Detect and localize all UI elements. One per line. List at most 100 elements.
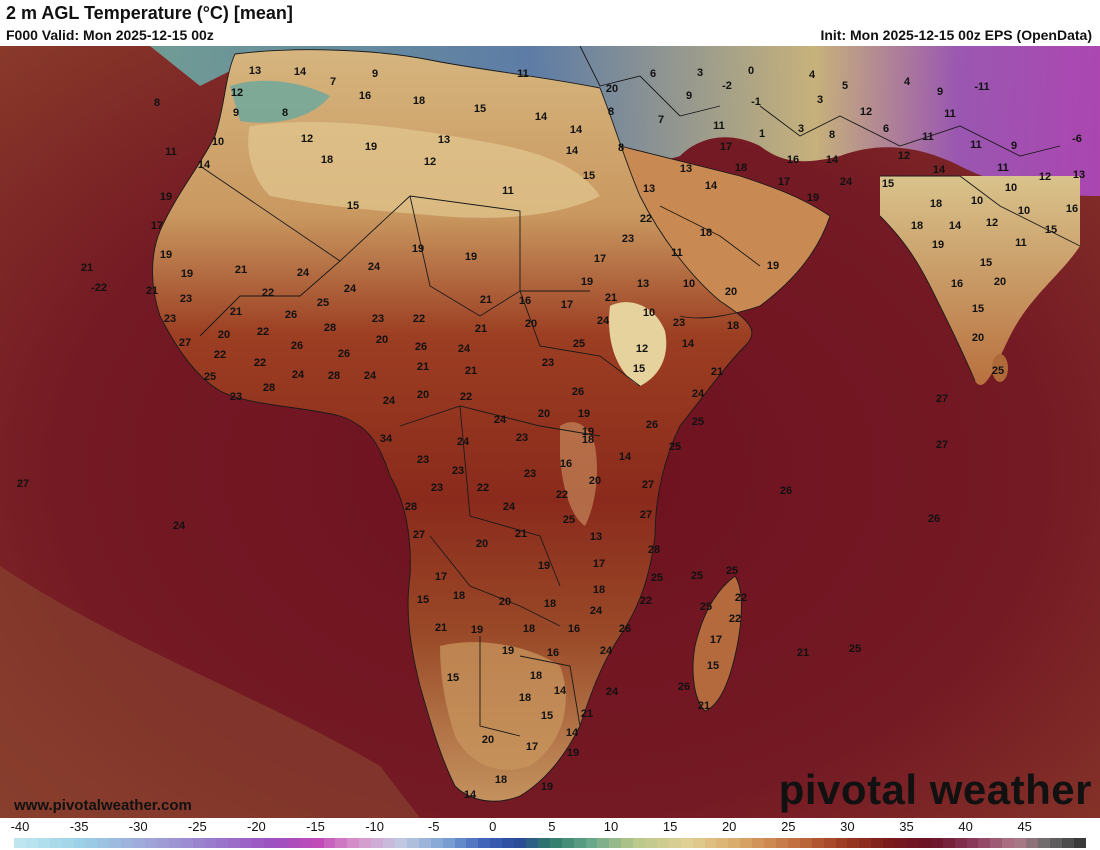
temperature-label: 26 [572, 386, 584, 398]
temperature-label: 24 [597, 315, 610, 327]
colorbar-swatch [359, 838, 372, 848]
temperature-label: 27 [413, 529, 425, 541]
temperature-label: 22 [556, 489, 568, 501]
temperature-label: 16 [787, 154, 799, 166]
temperature-label: 27 [640, 509, 652, 521]
colorbar-swatch [537, 838, 550, 848]
colorbar-tick-label: 25 [781, 819, 796, 834]
temperature-label: 26 [646, 419, 658, 431]
temperature-label: 21 [605, 292, 617, 304]
colorbar-swatch [371, 838, 384, 848]
temperature-label: 12 [424, 156, 436, 168]
temperature-label: 23 [431, 482, 443, 494]
temperature-label: 19 [578, 408, 590, 420]
colorbar-swatch [454, 838, 467, 848]
temperature-label: 27 [642, 479, 654, 491]
temperature-label: 26 [285, 309, 297, 321]
temperature-label: 27 [179, 337, 191, 349]
temperature-label: 15 [707, 660, 719, 672]
sahara-region [248, 121, 600, 218]
colorbar-swatch [847, 838, 860, 848]
colorbar-tick-label: 0 [489, 819, 497, 834]
temperature-label: 28 [328, 370, 340, 382]
temperature-label: 17 [561, 299, 573, 311]
temperature-label: 21 [81, 262, 93, 274]
temperature-label: 22 [729, 613, 741, 625]
temperature-map[interactable]: 13 14 7 9 8 12 16 18 11 15 14 20 6 3 0 4 5 4 9 -11 9 8 9 -2 -1 3 1… [0, 46, 1100, 818]
temperature-label: 14 [464, 789, 477, 801]
temperature-label: 25 [692, 416, 704, 428]
temperature-label: 27 [17, 478, 29, 490]
temperature-label: 17 [151, 220, 163, 232]
temperature-label: 21 [515, 528, 527, 540]
colorbar-swatch [573, 838, 586, 848]
madagascar [693, 576, 742, 711]
temperature-label: 28 [405, 501, 417, 513]
temperature-label: 14 [933, 164, 946, 176]
temperature-label: 20 [725, 286, 737, 298]
temperature-label: 11 [997, 162, 1009, 174]
temperature-label: 17 [593, 558, 605, 570]
pivotal-weather-logo: pivotal weather [778, 766, 1092, 813]
colorbar-swatch [990, 838, 1003, 848]
temperature-label: 15 [882, 178, 894, 190]
temperature-label: 26 [338, 348, 350, 360]
temperature-label: 17 [526, 741, 538, 753]
temperature-label: 23 [452, 465, 464, 477]
colorbar-swatch [228, 838, 241, 848]
temperature-label: 20 [376, 334, 388, 346]
temperature-label: 20 [606, 83, 618, 95]
temperature-label: 14 [949, 220, 962, 232]
temperature-label: 13 [249, 65, 261, 77]
temperature-label: 19 [767, 260, 779, 272]
india-landmass [880, 176, 1080, 385]
temperature-label: 11 [713, 120, 725, 132]
temperature-label: 22 [262, 287, 274, 299]
colorbar-swatch [823, 838, 836, 848]
east-africa-highlands [560, 422, 597, 526]
temperature-label: 16 [547, 647, 559, 659]
colorbar-swatch [645, 838, 657, 848]
atlas-cool-region [230, 80, 330, 123]
eurasia-region [150, 46, 1100, 196]
colorbar-tick-label: -25 [187, 819, 207, 834]
colorbar-swatch [776, 838, 788, 848]
website-url: www.pivotalweather.com [14, 797, 192, 814]
colorbar-swatch [561, 838, 574, 848]
temperature-label: 15 [972, 303, 984, 315]
temperature-label: 7 [330, 76, 336, 88]
temperature-label: 26 [928, 513, 940, 525]
colorbar-swatch [347, 838, 360, 848]
temperature-label: 23 [516, 432, 528, 444]
colorbar-swatch [395, 838, 407, 848]
temperature-label: 19 [932, 239, 944, 251]
colorbar-swatch [335, 838, 348, 848]
temperature-label: 28 [648, 544, 660, 556]
temperature-label: 21 [480, 294, 492, 306]
temperature-label: 15 [541, 710, 553, 722]
colorbar-swatch [514, 838, 526, 848]
temperature-label: 15 [583, 170, 595, 182]
temperature-label: 22 [477, 482, 489, 494]
temperature-label: 3 [817, 94, 823, 106]
colorbar-swatch [490, 838, 503, 848]
temperature-label: 21 [417, 361, 429, 373]
colorbar-swatch [168, 838, 181, 848]
sri-lanka [992, 354, 1008, 382]
colorbar-swatch [585, 838, 598, 848]
init-time: Init: Mon 2025-12-15 00z EPS (OpenData) [820, 27, 1092, 43]
temperature-label: 12 [231, 87, 243, 99]
colorbar-swatch [1002, 838, 1015, 848]
temperature-label: 24 [383, 395, 396, 407]
temperature-label: 14 [566, 727, 579, 739]
colorbar-swatch [430, 838, 443, 848]
temperature-label: 22 [640, 595, 652, 607]
colorbar-tick-label: -20 [246, 819, 266, 834]
temperature-label: 22 [735, 592, 747, 604]
temperature-label: -6 [1072, 133, 1082, 145]
temperature-label: 19 [412, 243, 424, 255]
temperature-label: 20 [994, 276, 1006, 288]
temperature-label: 11 [517, 68, 529, 80]
temperature-label: 18 [544, 598, 556, 610]
